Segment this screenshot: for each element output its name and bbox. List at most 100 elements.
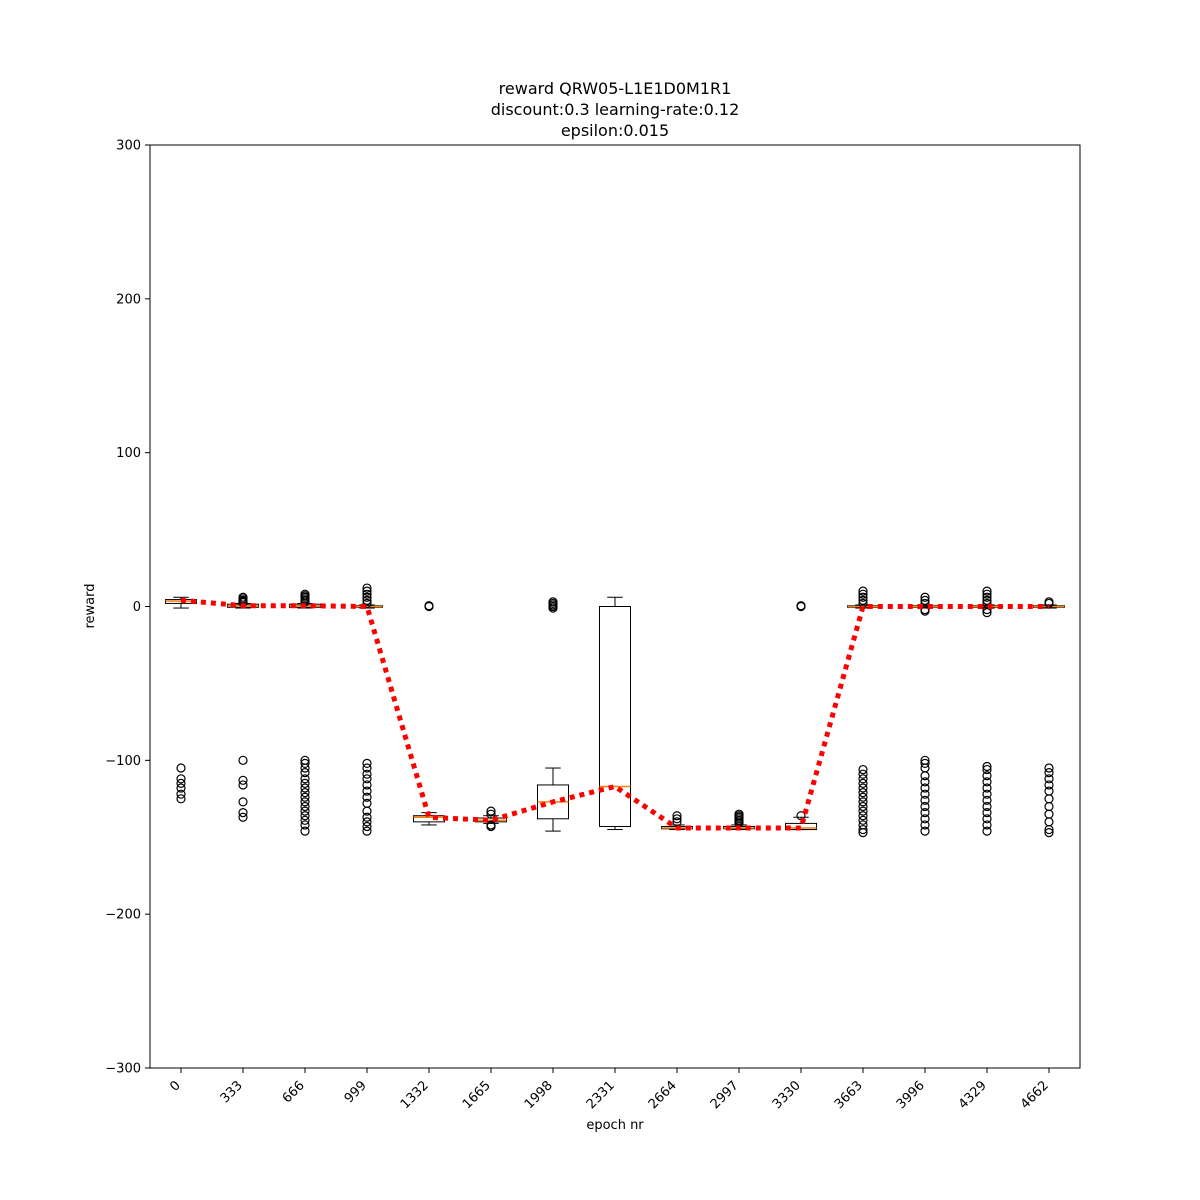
outlier-point xyxy=(176,778,186,789)
outlier-point xyxy=(920,801,930,812)
outlier-point xyxy=(176,783,186,793)
outlier-point xyxy=(238,808,248,818)
outlier-point xyxy=(362,758,372,769)
outlier-point xyxy=(920,595,930,605)
outlier-point xyxy=(300,801,310,812)
outlier-point xyxy=(920,820,930,830)
outlier-point xyxy=(238,775,248,785)
outlier-point xyxy=(486,809,496,819)
outlier-point xyxy=(858,815,868,825)
outlier-point xyxy=(920,777,930,787)
outlier-point xyxy=(362,598,372,609)
outlier-point xyxy=(300,792,310,802)
y-tick-label: 300 xyxy=(116,139,141,154)
y-tick-label: −100 xyxy=(105,754,141,769)
outlier-point xyxy=(300,589,310,599)
outlier-point xyxy=(982,801,992,812)
outlier-point xyxy=(858,792,868,802)
outlier-point xyxy=(300,758,310,769)
outlier-point xyxy=(982,595,992,605)
outlier-point xyxy=(362,592,372,602)
outlier-point xyxy=(300,806,310,816)
outlier-point xyxy=(1044,780,1054,790)
outlier-point xyxy=(982,589,992,599)
outlier-point xyxy=(858,774,868,784)
outlier-point xyxy=(362,769,372,779)
outlier-point xyxy=(920,758,930,769)
outlier-point xyxy=(982,808,992,818)
outlier-point xyxy=(176,763,186,773)
outlier-point xyxy=(300,820,310,830)
outlier-point xyxy=(982,604,992,615)
outlier-point xyxy=(920,606,930,616)
outlier-point xyxy=(920,783,930,793)
outlier-point xyxy=(362,806,372,816)
x-axis-label: epoch nr xyxy=(586,1118,644,1133)
axes-frame xyxy=(149,144,1081,1069)
outlier-point xyxy=(858,797,868,807)
outlier-point xyxy=(672,814,682,824)
y-tick-label: 100 xyxy=(116,446,141,461)
outlier-point xyxy=(982,783,992,793)
chart-title-line-3: epsilon:0.015 xyxy=(561,121,669,140)
outlier-point xyxy=(176,789,186,799)
outlier-point xyxy=(300,797,310,807)
outlier-point xyxy=(858,824,868,835)
outlier-point xyxy=(920,789,930,799)
outlier-point xyxy=(300,783,310,793)
outlier-point xyxy=(982,761,992,772)
outlier-point xyxy=(858,764,868,775)
outlier-point xyxy=(362,774,372,784)
outlier-point xyxy=(176,794,186,804)
outlier-point xyxy=(982,586,992,596)
outlier-point xyxy=(920,808,930,818)
outlier-point xyxy=(362,817,372,827)
outlier-point xyxy=(238,755,248,765)
outlier-point xyxy=(362,595,372,605)
outlier-point xyxy=(982,814,992,824)
outlier-point xyxy=(982,598,992,609)
outlier-point xyxy=(300,778,310,789)
y-axis-label: reward xyxy=(83,583,98,628)
outlier-point xyxy=(858,806,868,816)
outlier-point xyxy=(672,811,682,821)
outlier-point xyxy=(176,774,186,784)
outlier-point xyxy=(858,592,868,602)
outlier-point xyxy=(238,812,248,822)
outlier-point xyxy=(238,780,248,790)
outlier-point xyxy=(920,592,930,602)
y-tick-label: 0 xyxy=(133,600,141,615)
outlier-point xyxy=(796,601,806,611)
outlier-point xyxy=(238,797,248,807)
outlier-point xyxy=(858,801,868,812)
outlier-point xyxy=(486,821,496,832)
outlier-point xyxy=(300,811,310,821)
outlier-point xyxy=(920,826,930,836)
outlier-point xyxy=(982,771,992,781)
y-tick-label: −300 xyxy=(105,1062,141,1077)
outlier-point xyxy=(920,771,930,781)
outlier-point xyxy=(982,608,992,618)
outlier-point xyxy=(238,592,248,602)
outlier-point xyxy=(982,777,992,787)
box xyxy=(599,606,631,827)
outlier-point xyxy=(362,583,372,593)
outlier-point xyxy=(486,806,496,816)
outlier-point xyxy=(858,589,868,599)
y-tick-label: 200 xyxy=(116,292,141,307)
outlier-point xyxy=(1044,774,1054,784)
outlier-point xyxy=(362,589,372,599)
outlier-point xyxy=(982,826,992,836)
outlier-point xyxy=(858,778,868,789)
outlier-point xyxy=(300,788,310,798)
outlier-point xyxy=(982,820,992,830)
outlier-point xyxy=(858,769,868,779)
outlier-point xyxy=(362,763,372,773)
outlier-point xyxy=(362,786,372,796)
outlier-point xyxy=(1044,828,1054,838)
outlier-point xyxy=(300,768,310,778)
outlier-point xyxy=(982,795,992,805)
outlier-point xyxy=(300,815,310,825)
outlier-point xyxy=(858,595,868,605)
